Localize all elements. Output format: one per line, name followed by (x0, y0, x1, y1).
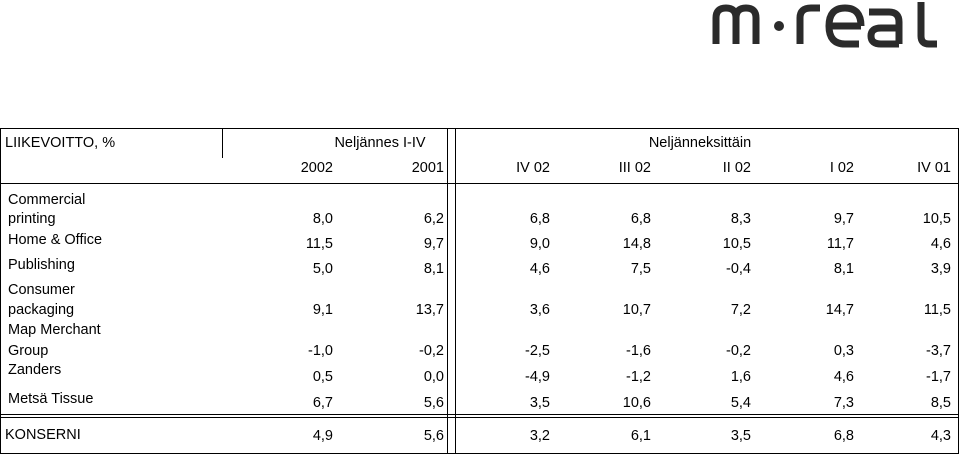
group-header-quarterly: Neljänneksittäin (648, 135, 752, 151)
group-header-annual: Neljännes I-IV (334, 135, 426, 151)
row-label: Commercial (8, 192, 86, 208)
table-cell: 3,6 (529, 302, 550, 318)
table-top-rule (0, 128, 959, 129)
row-label: Home & Office (8, 232, 103, 248)
table-cell: 3,5 (529, 395, 550, 411)
total-cell: 6,8 (833, 428, 854, 444)
total-cell: 5,6 (423, 428, 444, 444)
row-label-line2: packaging (8, 302, 75, 318)
column-header: 2002 (300, 160, 333, 176)
table-cell: -0,4 (726, 261, 751, 277)
table-cell: 11,5 (305, 236, 333, 252)
table-cell: 10,6 (622, 395, 651, 411)
row-label-line2: printing (8, 211, 56, 227)
column-header: 2001 (411, 160, 444, 176)
table-cell: 8,3 (730, 211, 751, 227)
table-cell: 6,8 (630, 211, 651, 227)
table-title: LIIKEVOITTO, % (5, 135, 116, 151)
row-label: Zanders (8, 362, 62, 378)
total-cell: 4,3 (930, 428, 951, 444)
table-cell: -2,5 (525, 343, 550, 359)
table-cell: -3,7 (926, 343, 951, 359)
group-separator (447, 128, 448, 454)
header-rule (0, 183, 959, 184)
table-cell: 8,0 (312, 211, 333, 227)
total-double-rule (0, 414, 959, 418)
table-cell: -0,2 (419, 343, 444, 359)
table-cell: -0,2 (726, 343, 751, 359)
table-cell: 0,3 (833, 343, 854, 359)
header-separator (222, 128, 223, 158)
table-cell: 4,6 (529, 261, 550, 277)
table-cell: 9,7 (423, 236, 444, 252)
table-cell: 10,7 (622, 302, 651, 318)
table-cell: 13,7 (415, 302, 444, 318)
table-cell: 9,1 (312, 302, 333, 318)
column-header: III 02 (618, 160, 651, 176)
table-cell: 5,6 (423, 395, 444, 411)
table-cell: 5,0 (312, 261, 333, 277)
table-cell: 6,7 (312, 395, 333, 411)
table-cell: 6,8 (529, 211, 550, 227)
table-cell: 11,7 (826, 236, 854, 252)
row-label: Publishing (8, 257, 75, 273)
table-cell: -1,0 (308, 343, 333, 359)
table-cell: 6,2 (423, 211, 444, 227)
table-cell: 4,6 (930, 236, 951, 252)
column-header: IV 01 (917, 160, 951, 176)
table-cell: 7,5 (630, 261, 651, 277)
total-row-label: KONSERNI (5, 427, 81, 443)
table-cell: 8,5 (930, 395, 951, 411)
row-label-line2: Group (8, 343, 49, 359)
column-header: I 02 (829, 160, 854, 176)
row-label: Metsä Tissue (8, 391, 94, 407)
total-cell: 3,5 (730, 428, 751, 444)
total-cell: 3,2 (529, 428, 550, 444)
table-cell: 8,1 (423, 261, 444, 277)
table-cell: -4,9 (525, 369, 550, 385)
table-bottom-rule (0, 453, 959, 454)
row-label: Consumer (8, 282, 75, 298)
table-cell: 8,1 (833, 261, 854, 277)
table-cell: 5,4 (730, 395, 751, 411)
table-cell: -1,2 (626, 369, 651, 385)
table-cell: 1,6 (730, 369, 751, 385)
table-cell: 14,7 (825, 302, 854, 318)
table-cell: 3,9 (930, 261, 951, 277)
table-cell: -1,7 (926, 369, 951, 385)
table-cell: 14,8 (622, 236, 651, 252)
table-cell: 11,5 (923, 302, 951, 318)
table-cell: 7,3 (833, 395, 854, 411)
table-cell: 10,5 (922, 211, 951, 227)
group-separator-2 (455, 128, 456, 454)
row-label: Map Merchant (8, 322, 101, 338)
table-cell: 0,5 (312, 369, 333, 385)
total-cell: 4,9 (312, 428, 333, 444)
total-cell: 6,1 (630, 428, 651, 444)
table-cell: 9,0 (529, 236, 550, 252)
table-cell: 4,6 (833, 369, 854, 385)
column-header: II 02 (722, 160, 751, 176)
table-cell: -1,6 (626, 343, 651, 359)
table-cell: 9,7 (833, 211, 854, 227)
left-border (0, 128, 1, 454)
mreal-logo (712, 2, 937, 48)
table-cell: 0,0 (423, 369, 444, 385)
column-header: IV 02 (516, 160, 550, 176)
table-cell: 7,2 (730, 302, 751, 318)
table-cell: 10,5 (722, 236, 751, 252)
